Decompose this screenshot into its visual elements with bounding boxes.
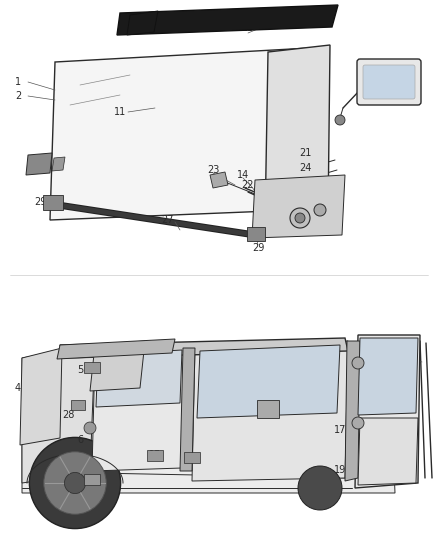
Polygon shape bbox=[22, 373, 395, 493]
FancyBboxPatch shape bbox=[357, 59, 421, 105]
Circle shape bbox=[298, 466, 342, 510]
Text: 12: 12 bbox=[299, 180, 311, 190]
Text: 4: 4 bbox=[15, 383, 21, 393]
Text: 5: 5 bbox=[77, 365, 83, 375]
Circle shape bbox=[352, 417, 364, 429]
Text: 9: 9 bbox=[395, 70, 401, 80]
FancyBboxPatch shape bbox=[363, 65, 415, 99]
FancyBboxPatch shape bbox=[71, 400, 85, 410]
Text: 11: 11 bbox=[114, 107, 126, 117]
Text: 28: 28 bbox=[62, 410, 74, 420]
Text: 8: 8 bbox=[412, 353, 418, 363]
Polygon shape bbox=[96, 350, 182, 407]
Text: 3: 3 bbox=[27, 159, 33, 169]
Circle shape bbox=[335, 115, 345, 125]
Polygon shape bbox=[60, 338, 348, 358]
Circle shape bbox=[29, 438, 120, 529]
Text: 13: 13 bbox=[252, 388, 264, 398]
Text: 24: 24 bbox=[299, 163, 311, 173]
Polygon shape bbox=[192, 341, 348, 481]
Polygon shape bbox=[252, 175, 345, 238]
Polygon shape bbox=[358, 338, 418, 415]
FancyBboxPatch shape bbox=[84, 362, 100, 373]
Polygon shape bbox=[210, 172, 228, 188]
FancyBboxPatch shape bbox=[43, 195, 63, 210]
Text: 5: 5 bbox=[77, 475, 83, 485]
Text: 14: 14 bbox=[237, 170, 249, 180]
Text: 19: 19 bbox=[334, 465, 346, 475]
Text: 16: 16 bbox=[332, 343, 344, 353]
Polygon shape bbox=[92, 348, 185, 471]
Text: 7: 7 bbox=[185, 455, 191, 465]
Text: 18: 18 bbox=[384, 425, 396, 435]
Polygon shape bbox=[127, 11, 158, 35]
FancyBboxPatch shape bbox=[184, 452, 200, 463]
Circle shape bbox=[295, 213, 305, 223]
Polygon shape bbox=[358, 418, 418, 485]
Text: 17: 17 bbox=[334, 425, 346, 435]
Circle shape bbox=[64, 472, 85, 494]
Circle shape bbox=[352, 357, 364, 369]
Polygon shape bbox=[52, 157, 65, 171]
Polygon shape bbox=[20, 348, 62, 445]
Polygon shape bbox=[355, 335, 420, 488]
Polygon shape bbox=[345, 341, 360, 481]
FancyBboxPatch shape bbox=[257, 400, 279, 418]
Text: 10: 10 bbox=[392, 85, 404, 95]
Text: 6: 6 bbox=[77, 435, 83, 445]
Polygon shape bbox=[197, 345, 340, 418]
Text: 27: 27 bbox=[162, 215, 174, 225]
Polygon shape bbox=[90, 341, 145, 391]
Text: 23: 23 bbox=[207, 165, 219, 175]
Text: 19: 19 bbox=[372, 455, 384, 465]
Polygon shape bbox=[265, 45, 330, 225]
Text: 15: 15 bbox=[149, 450, 161, 460]
Text: 25: 25 bbox=[242, 23, 254, 33]
Text: 22: 22 bbox=[242, 180, 254, 190]
Text: 21: 21 bbox=[299, 148, 311, 158]
Circle shape bbox=[314, 204, 326, 216]
Text: 2: 2 bbox=[15, 91, 21, 101]
Circle shape bbox=[44, 452, 106, 514]
Circle shape bbox=[290, 208, 310, 228]
Text: 29: 29 bbox=[34, 197, 46, 207]
Text: 29: 29 bbox=[252, 243, 264, 253]
Circle shape bbox=[84, 422, 96, 434]
Text: 1: 1 bbox=[15, 77, 21, 87]
FancyBboxPatch shape bbox=[247, 227, 265, 241]
Polygon shape bbox=[117, 5, 338, 35]
FancyBboxPatch shape bbox=[84, 474, 100, 485]
Polygon shape bbox=[180, 348, 195, 471]
FancyBboxPatch shape bbox=[147, 450, 163, 461]
Polygon shape bbox=[22, 345, 95, 483]
Text: 26: 26 bbox=[142, 13, 154, 23]
Polygon shape bbox=[57, 339, 175, 359]
Polygon shape bbox=[50, 48, 310, 220]
Polygon shape bbox=[26, 153, 52, 175]
